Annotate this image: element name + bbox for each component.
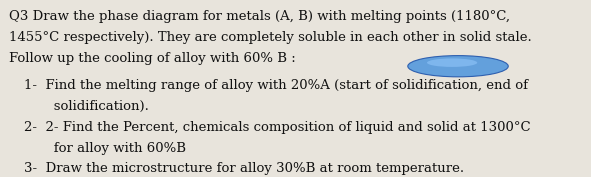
Ellipse shape <box>408 56 508 77</box>
Text: 2-  2- Find the Percent, chemicals composition of liquid and solid at 1300°C: 2- 2- Find the Percent, chemicals compos… <box>24 121 530 134</box>
Text: 1455°C respectively). They are completely soluble in each other in solid stale.: 1455°C respectively). They are completel… <box>9 31 532 44</box>
Text: for alloy with 60%B: for alloy with 60%B <box>24 142 186 155</box>
Text: 1-  Find the melting range of alloy with 20%A (start of solidification, end of: 1- Find the melting range of alloy with … <box>24 79 528 92</box>
Text: Follow up the cooling of alloy with 60% B :: Follow up the cooling of alloy with 60% … <box>9 52 296 65</box>
Text: 3-  Draw the microstructure for alloy 30%B at room temperature.: 3- Draw the microstructure for alloy 30%… <box>24 162 464 175</box>
Text: solidification).: solidification). <box>24 100 148 113</box>
Ellipse shape <box>427 58 478 67</box>
Text: Q3 Draw the phase diagram for metals (A, B) with melting points (1180°C,: Q3 Draw the phase diagram for metals (A,… <box>9 10 510 23</box>
